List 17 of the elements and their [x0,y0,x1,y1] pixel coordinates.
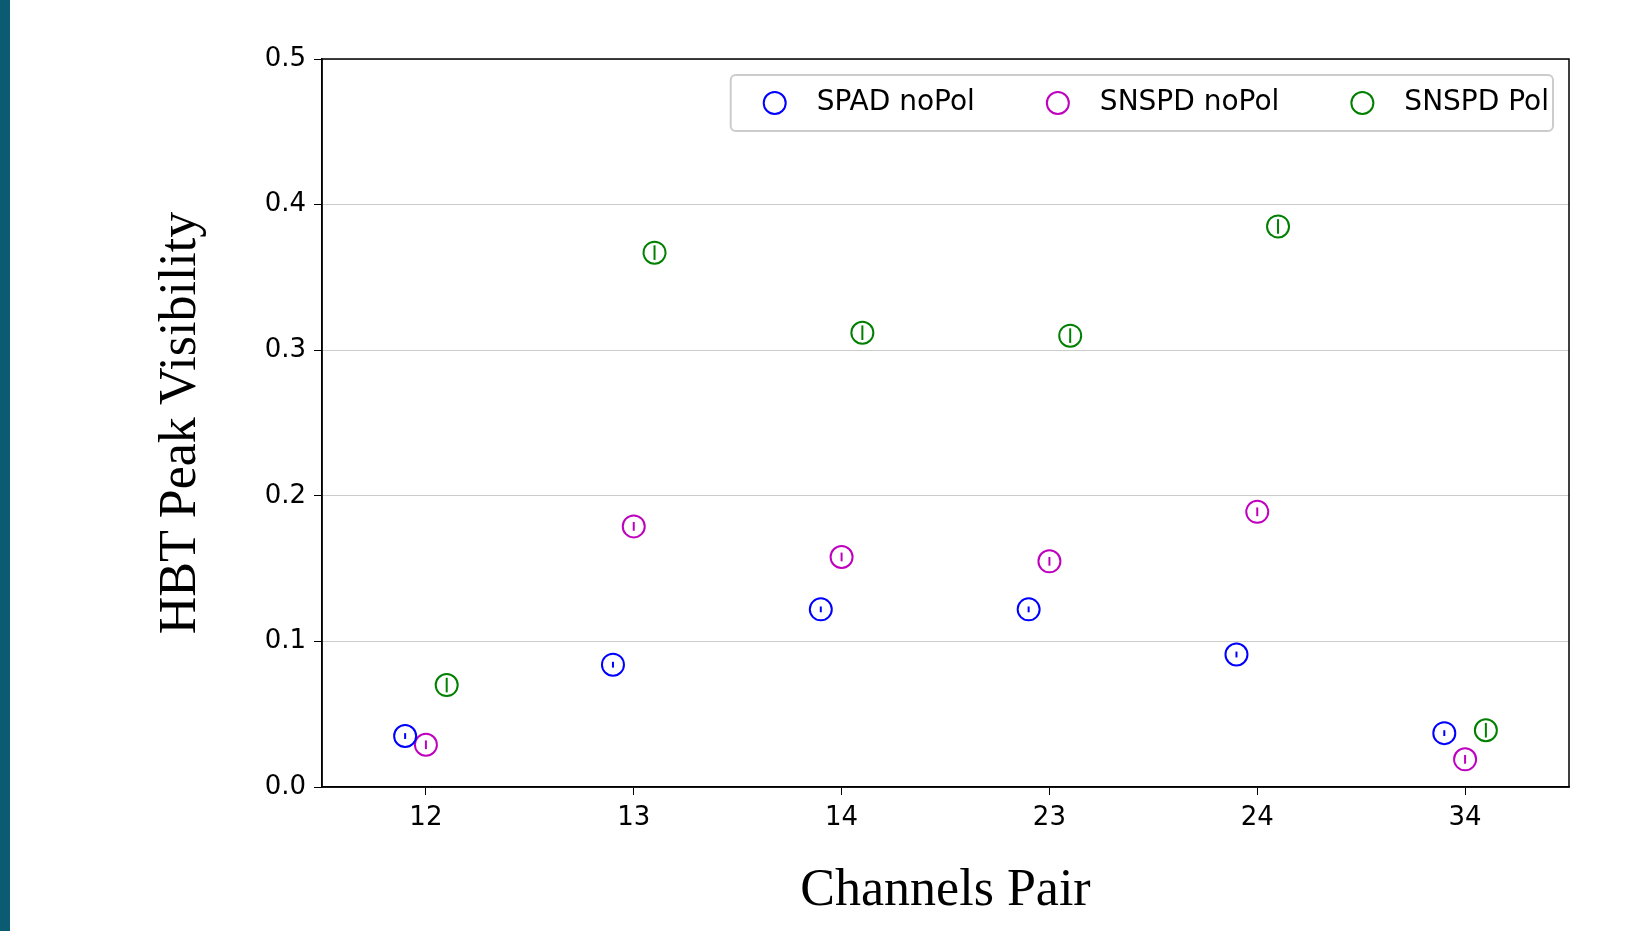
y-tick-label: 0.3 [264,332,306,363]
y-tick-label: 0.1 [264,624,306,655]
x-tick-label: 23 [1032,801,1066,832]
y-tick-label: 0.5 [264,41,306,72]
y-axis-title: HBT Peak Visibility [148,211,206,635]
y-tick-label: 0.4 [264,187,306,218]
y-tick-label: 0.2 [264,478,306,509]
legend-label: SNSPD Pol [1404,84,1550,118]
x-tick-label: 13 [617,801,651,832]
legend-label: SNSPD noPol [1099,84,1280,118]
x-tick-label: 14 [825,801,859,832]
x-tick-label: 12 [409,801,443,832]
legend-label: SPAD noPol [816,84,975,118]
x-tick-label: 34 [1448,801,1482,832]
y-tick-label: 0.0 [264,769,306,800]
x-axis-title: Channels Pair [800,859,1091,917]
x-tick-label: 24 [1240,801,1274,832]
